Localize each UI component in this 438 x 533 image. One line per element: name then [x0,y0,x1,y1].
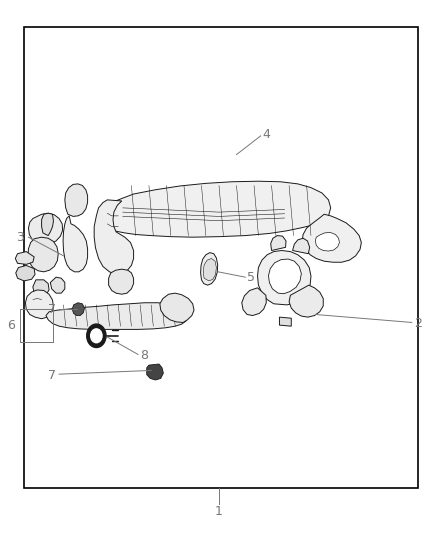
Polygon shape [16,265,35,281]
Polygon shape [50,277,65,293]
Polygon shape [271,236,286,251]
Polygon shape [65,184,88,216]
Text: 2: 2 [414,317,422,330]
Polygon shape [72,303,85,316]
Polygon shape [242,288,266,316]
Polygon shape [33,280,49,296]
Polygon shape [94,200,134,274]
Circle shape [87,324,106,348]
Text: 3: 3 [16,231,24,244]
Polygon shape [103,181,331,237]
Text: 7: 7 [48,369,56,382]
Polygon shape [279,317,291,326]
Polygon shape [46,303,188,329]
Polygon shape [201,253,218,285]
Polygon shape [147,364,163,380]
Polygon shape [109,269,134,294]
Text: 5: 5 [247,271,255,284]
Polygon shape [289,285,323,317]
Polygon shape [28,213,63,245]
Text: 6: 6 [7,319,15,332]
Polygon shape [268,259,301,294]
Text: 8: 8 [140,349,148,362]
Polygon shape [315,232,339,251]
Text: 4: 4 [263,128,271,141]
Polygon shape [258,251,311,305]
Polygon shape [302,214,361,262]
FancyBboxPatch shape [24,27,418,488]
Polygon shape [25,290,53,319]
Polygon shape [160,293,194,322]
Text: 1: 1 [215,505,223,518]
Polygon shape [15,252,34,264]
Text: 7: 7 [48,303,56,316]
Circle shape [91,329,102,343]
Polygon shape [203,259,216,281]
Polygon shape [42,213,53,236]
Polygon shape [28,237,58,272]
Polygon shape [63,216,88,272]
Polygon shape [293,238,310,254]
